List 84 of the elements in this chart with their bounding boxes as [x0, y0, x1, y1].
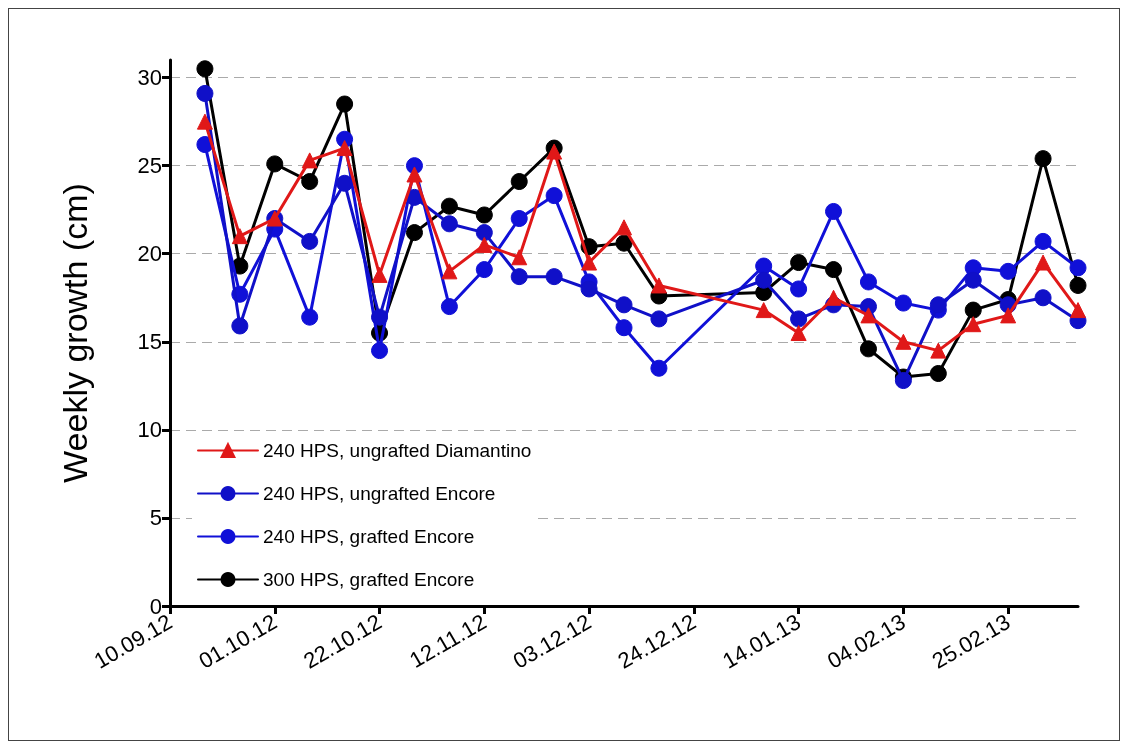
- point: [999, 262, 1017, 280]
- point: [1070, 302, 1086, 319]
- point: [231, 317, 249, 335]
- legend-label: 240 HPS, ungrafted Diamantino: [263, 440, 532, 461]
- point: [755, 271, 773, 289]
- point: [301, 173, 319, 191]
- point: [441, 263, 458, 280]
- point: [1034, 150, 1052, 168]
- point: [755, 302, 772, 319]
- point: [615, 319, 633, 337]
- y-tick-label: 20: [137, 241, 162, 267]
- point: [371, 308, 389, 326]
- point: [510, 210, 528, 228]
- legend-label: 300 HPS, grafted Encore: [263, 569, 475, 590]
- point: [266, 155, 284, 173]
- point: [790, 310, 808, 328]
- point: [615, 296, 633, 314]
- point: [580, 280, 598, 298]
- point: [510, 173, 528, 191]
- point: [546, 143, 563, 160]
- point: [196, 84, 214, 102]
- point: [1069, 259, 1087, 277]
- point: [615, 234, 633, 252]
- point: [440, 197, 458, 215]
- point: [929, 365, 947, 383]
- point: [894, 294, 912, 312]
- point: [755, 257, 773, 275]
- point: [895, 333, 912, 350]
- point: [650, 310, 668, 328]
- y-axis-title: Weekly growth (cm): [56, 183, 94, 483]
- point: [860, 307, 877, 324]
- point: [930, 342, 947, 359]
- point: [301, 232, 319, 250]
- point: [371, 342, 389, 360]
- point: [301, 308, 319, 326]
- y-tick-label: 30: [137, 65, 162, 91]
- point: [510, 268, 528, 286]
- y-tick-label: 15: [137, 329, 162, 355]
- point: [894, 372, 912, 390]
- point: [790, 254, 808, 272]
- point: [336, 174, 354, 192]
- point: [650, 277, 667, 294]
- legend-label: 240 HPS, grafted Encore: [263, 526, 475, 547]
- legend-label: 240 HPS, ungrafted Encore: [263, 483, 496, 504]
- point: [1034, 289, 1052, 307]
- point: [231, 228, 248, 245]
- point: [650, 359, 668, 377]
- y-tick-label: 10: [137, 417, 162, 443]
- point: [440, 298, 458, 316]
- point: [336, 140, 353, 157]
- y-tick-label: 25: [137, 153, 162, 179]
- point: [475, 261, 493, 279]
- point: [964, 301, 982, 319]
- y-tick-label: 5: [149, 505, 162, 531]
- point: [545, 187, 563, 205]
- point: [1000, 307, 1017, 324]
- point: [964, 271, 982, 289]
- point: [825, 202, 843, 220]
- point: [440, 215, 458, 233]
- point: [616, 219, 632, 236]
- point: [405, 224, 423, 242]
- point: [301, 152, 318, 169]
- point: [581, 254, 598, 271]
- point: [511, 249, 528, 266]
- point: [1035, 254, 1052, 271]
- point: [371, 266, 388, 283]
- point: [1069, 276, 1087, 294]
- point: [825, 289, 842, 306]
- point: [790, 325, 807, 341]
- point: [1034, 232, 1052, 250]
- point: [965, 316, 982, 333]
- point: [545, 268, 563, 286]
- point: [825, 261, 843, 279]
- point: [406, 166, 423, 183]
- point: [929, 296, 947, 314]
- point: [475, 224, 493, 242]
- point: [196, 60, 214, 78]
- point: [475, 206, 493, 224]
- point: [336, 95, 354, 113]
- point: [476, 236, 493, 253]
- point: [196, 113, 213, 130]
- point: [859, 340, 877, 358]
- point: [859, 273, 877, 291]
- point: [790, 280, 808, 298]
